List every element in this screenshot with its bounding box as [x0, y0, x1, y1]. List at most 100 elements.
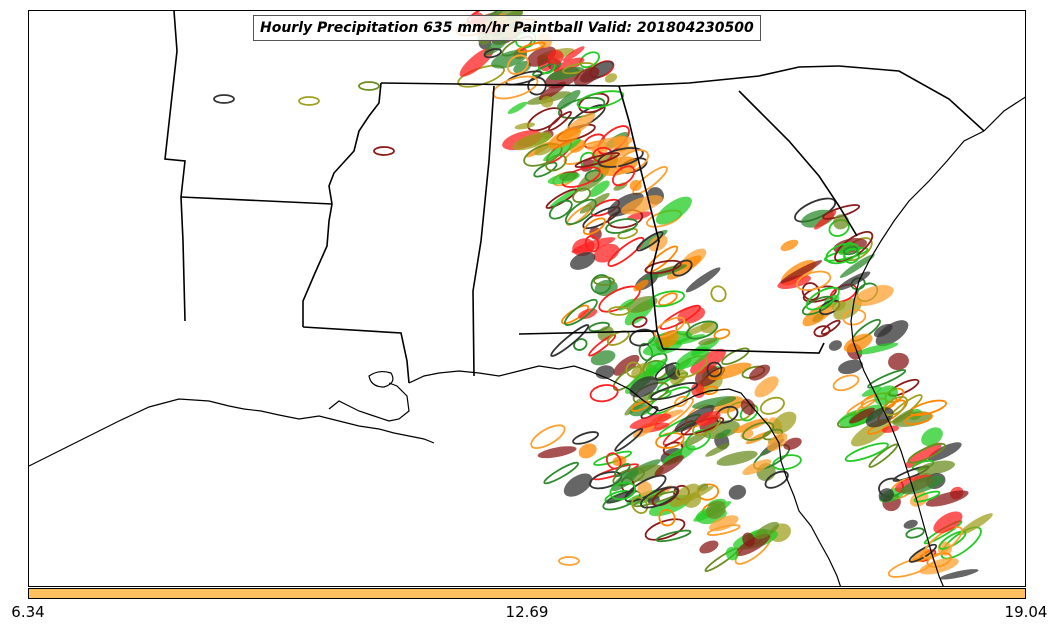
- precip-contour: [573, 338, 588, 351]
- precip-contour: [706, 361, 723, 378]
- coast-florida-panhandle: [658, 388, 841, 586]
- precip-contour: [579, 151, 597, 169]
- precip-contour: [631, 316, 648, 328]
- precip-contour: [532, 61, 562, 77]
- precip-contour: [572, 431, 600, 445]
- precip-contour: [844, 442, 889, 462]
- precip-contour: [533, 161, 558, 178]
- precip-contour: [579, 193, 610, 214]
- coast-louisiana-delta: [328, 382, 410, 422]
- precip-contour: [675, 346, 710, 370]
- precip-contour: [843, 333, 873, 353]
- border-tennessee-south: [380, 82, 620, 87]
- precip-contour: [607, 192, 644, 217]
- precip-contour: [721, 347, 750, 366]
- precip-contour: [838, 359, 863, 375]
- precip-contour: [837, 271, 871, 291]
- precip-contour: [563, 298, 598, 326]
- precip-contour: [917, 460, 955, 475]
- precip-contour: [703, 385, 719, 396]
- precip-contour: [754, 376, 779, 398]
- precip-contour: [512, 131, 553, 151]
- precip-contour: [571, 237, 616, 254]
- precip-contour: [868, 443, 899, 468]
- precip-contour: [690, 348, 726, 375]
- border-sc-ga: [738, 90, 858, 237]
- precip-contour: [940, 526, 982, 560]
- precip-contour: [742, 459, 772, 476]
- colorbar: [28, 588, 1026, 599]
- precip-contour: [699, 540, 719, 554]
- precip-contour: [561, 166, 601, 188]
- precip-contour: [562, 46, 585, 62]
- precip-contour: [674, 404, 715, 433]
- precip-contour: [833, 214, 849, 230]
- precip-contour: [637, 480, 653, 498]
- precip-contour: [913, 490, 941, 503]
- precip-contour: [547, 172, 580, 185]
- precip-contour: [813, 325, 831, 338]
- border-arkansas-west: [164, 11, 186, 322]
- precip-contour: [644, 518, 686, 541]
- precip-contour: [905, 527, 925, 539]
- precip-contour: [606, 489, 637, 504]
- precip-contour: [590, 274, 612, 295]
- precip-contour: [606, 330, 630, 346]
- precip-contour: [780, 260, 823, 284]
- precip-contour: [919, 557, 959, 575]
- precip-contour: [640, 486, 679, 509]
- border-georgia-west: [618, 85, 664, 350]
- precip-contour: [530, 424, 566, 449]
- precip-contour: [922, 526, 963, 559]
- precip-contour: [900, 475, 945, 495]
- precip-contour: [548, 110, 572, 132]
- precip-contour: [695, 411, 721, 426]
- precip-contour: [921, 427, 943, 447]
- precip-contour: [873, 323, 893, 338]
- precip-contour: [517, 41, 546, 53]
- precip-contour: [631, 496, 649, 514]
- precip-contour: [594, 279, 618, 297]
- precip-contour: [548, 199, 573, 220]
- precip-contour: [742, 532, 755, 547]
- precip-contour: [716, 450, 758, 466]
- precip-contour: [725, 546, 739, 561]
- precip-contour: [828, 340, 842, 351]
- precip-contour: [655, 196, 692, 225]
- precip-contour: [867, 369, 907, 389]
- precip-contour: [659, 304, 701, 330]
- precip-contour: [820, 319, 841, 335]
- precip-contour: [626, 211, 652, 221]
- precip-contour: [927, 442, 962, 462]
- precip-contour: [644, 259, 682, 275]
- map-panel: [28, 10, 1026, 587]
- precip-contour: [609, 146, 637, 158]
- precip-contour: [853, 285, 894, 306]
- precip-contour: [742, 421, 775, 441]
- precip-contour: [658, 292, 678, 307]
- map-canvas: [29, 11, 1025, 586]
- precip-contour: [733, 418, 769, 434]
- precip-contour: [576, 90, 625, 110]
- precip-contour: [514, 122, 535, 130]
- precip-contour: [582, 217, 606, 236]
- precip-contour: [629, 376, 659, 398]
- precip-contour: [589, 180, 610, 198]
- precip-contour: [651, 486, 680, 507]
- precip-contour: [777, 274, 811, 290]
- precip-contour: [556, 89, 581, 110]
- precip-contour: [814, 210, 837, 230]
- precip-contour: [604, 73, 618, 83]
- precip-contour: [888, 352, 909, 371]
- precip-contour: [805, 286, 840, 311]
- precip-contour: [649, 290, 685, 308]
- precip-contour: [597, 326, 614, 341]
- precip-contour: [903, 519, 918, 529]
- precip-contour: [629, 179, 642, 192]
- border-nc-sc: [838, 65, 985, 132]
- colorbar-min-label: 6.34: [11, 603, 45, 621]
- coast-atlantic-georgia-florida: [850, 130, 985, 586]
- precip-contour: [658, 330, 679, 348]
- precip-contour: [611, 469, 639, 492]
- precip-contour: [358, 81, 380, 91]
